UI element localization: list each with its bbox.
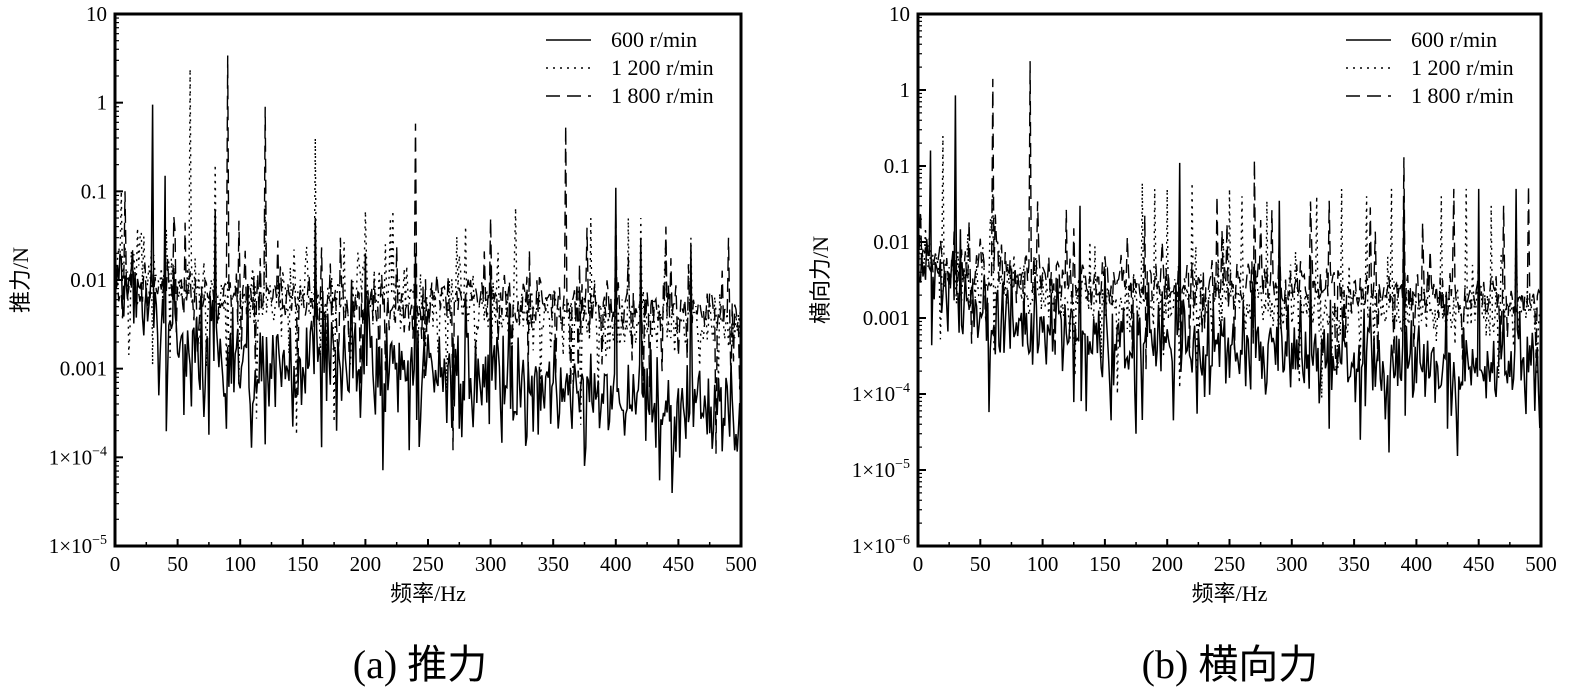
y-tick-label: 1×10−5 xyxy=(49,533,107,558)
y-tick-label: 1×10−4 xyxy=(852,381,910,406)
x-tick-label: 500 xyxy=(725,552,757,576)
x-tick-label: 200 xyxy=(350,552,382,576)
x-tick-label: 100 xyxy=(1027,552,1059,576)
series-line-1800r-min xyxy=(918,61,1541,375)
x-tick-label: 350 xyxy=(1338,552,1370,576)
x-tick-label: 400 xyxy=(1401,552,1433,576)
y-tick-label: 0.001 xyxy=(863,306,910,330)
x-tick-label: 500 xyxy=(1525,552,1557,576)
x-axis-label: 频率/Hz xyxy=(390,581,466,606)
legend-label: 600 r/min xyxy=(1411,27,1497,52)
legend-label: 1 800 r/min xyxy=(611,83,714,108)
x-tick-label: 0 xyxy=(913,552,924,576)
y-tick-label: 10 xyxy=(889,2,910,26)
x-tick-label: 0 xyxy=(110,552,121,576)
legend-label: 1 200 r/min xyxy=(611,55,714,80)
y-tick-label: 0.01 xyxy=(873,230,910,254)
y-tick-label: 10 xyxy=(86,2,107,26)
y-tick-label: 1×10−4 xyxy=(49,444,107,469)
series-line-600r-min xyxy=(918,95,1541,457)
x-tick-label: 400 xyxy=(600,552,632,576)
y-tick-label: 0.1 xyxy=(81,179,107,203)
y-tick-label: 0.1 xyxy=(884,154,910,178)
x-axis-label: 频率/Hz xyxy=(1192,581,1268,606)
x-tick-label: 250 xyxy=(412,552,444,576)
x-tick-label: 450 xyxy=(1463,552,1495,576)
legend-label: 1 200 r/min xyxy=(1411,55,1514,80)
series-line-600r-min xyxy=(115,104,741,494)
x-tick-label: 100 xyxy=(224,552,256,576)
x-tick-label: 300 xyxy=(1276,552,1308,576)
series-line-1800r-min xyxy=(115,55,741,454)
x-tick-label: 350 xyxy=(537,552,569,576)
x-tick-label: 50 xyxy=(970,552,991,576)
chart-panel-b: 0 50 100 150 200 250 300 350 400 450 500 1×10−6 1×10… xyxy=(808,2,1557,687)
y-tick-label: 1×10−5 xyxy=(852,457,910,482)
x-tick-label: 200 xyxy=(1151,552,1183,576)
y-tick-label: 0.001 xyxy=(60,357,107,381)
x-tick-label: 250 xyxy=(1214,552,1246,576)
x-tick-label: 450 xyxy=(663,552,695,576)
y-tick-label: 1 xyxy=(900,78,911,102)
legend-label: 1 800 r/min xyxy=(1411,83,1514,108)
legend-label: 600 r/min xyxy=(611,27,697,52)
y-axis-label: 横向力/N xyxy=(808,236,833,324)
series-line-1200r-min xyxy=(115,68,741,435)
y-tick-label: 1×10−6 xyxy=(852,533,910,558)
series-line-1200r-min xyxy=(918,135,1541,399)
panel-caption: (b) 横向力 xyxy=(1142,642,1319,687)
panel-caption: (a) 推力 xyxy=(353,642,487,687)
chart-panel-a: 0 50 100 150 200 250 300 350 400 450 500 1×10−5 1×10… xyxy=(8,2,757,687)
x-tick-label: 50 xyxy=(167,552,188,576)
y-axis-label: 推力/N xyxy=(8,247,33,313)
x-tick-label: 300 xyxy=(475,552,507,576)
x-tick-label: 150 xyxy=(1089,552,1121,576)
y-tick-label: 1 xyxy=(97,91,108,115)
y-tick-label: 0.01 xyxy=(70,268,107,292)
x-tick-label: 150 xyxy=(287,552,319,576)
